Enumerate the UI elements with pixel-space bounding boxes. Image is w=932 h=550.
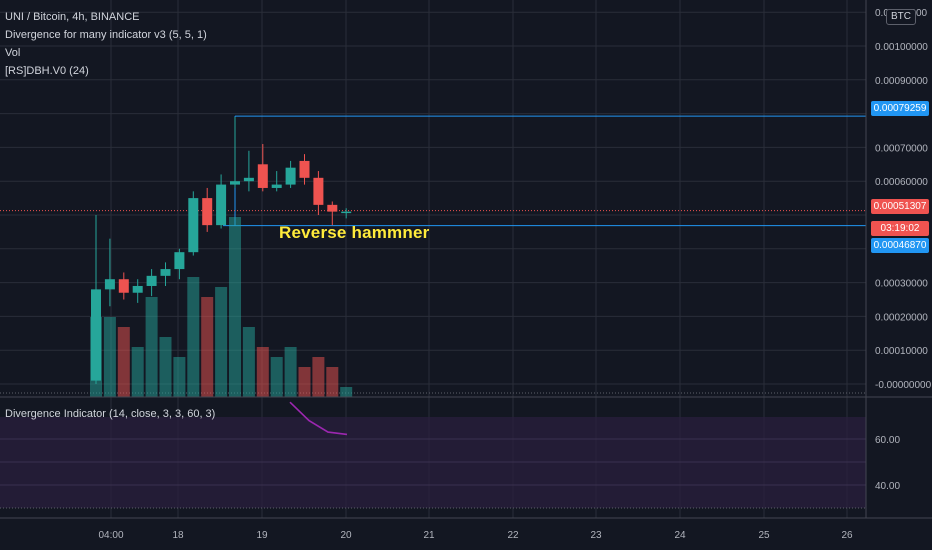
candle-body: [202, 198, 213, 226]
time-axis-tick: 25: [758, 530, 770, 541]
volume-bar: [117, 327, 130, 397]
currency-button[interactable]: BTC: [886, 9, 916, 25]
indicator-label-vol[interactable]: Vol: [5, 47, 21, 59]
volume-bar: [340, 387, 353, 397]
time-axis-tick: 19: [256, 530, 268, 541]
volume-bar: [103, 317, 116, 397]
candlesticks: [91, 116, 352, 384]
indicator-panel-label[interactable]: Divergence Indicator (14, close, 3, 3, 6…: [5, 408, 216, 420]
level-lines: [0, 115, 866, 227]
candle-body: [216, 184, 227, 226]
candle-body: [243, 177, 254, 182]
countdown-tag: 03:19:02: [871, 221, 929, 236]
last-price-tag: 0.00051307: [871, 199, 929, 214]
time-axis-tick: 26: [841, 530, 853, 541]
time-axis-tick: 22: [507, 530, 519, 541]
indicator-axis-tick: 40.00: [875, 481, 900, 492]
symbol-label[interactable]: UNI / Bitcoin, 4h, BINANCE: [5, 11, 140, 23]
reverse-hammer-annotation[interactable]: Reverse hammner: [279, 223, 430, 242]
indicator-axis-tick: 60.00: [875, 435, 900, 446]
candle-body: [118, 279, 129, 293]
candle-body: [132, 285, 143, 293]
candle-body: [174, 252, 185, 270]
indicator-label-dbh[interactable]: [RS]DBH.V0 (24): [5, 65, 89, 77]
time-axis-tick: 18: [172, 530, 184, 541]
indicator-series-line: [289, 401, 348, 436]
time-axis-tick: 21: [423, 530, 435, 541]
candle-body: [299, 160, 310, 178]
price-axis-tick: 0.00020000: [875, 312, 928, 323]
candle-body: [104, 279, 115, 290]
candle-body: [230, 181, 240, 185]
volume-bar: [187, 277, 200, 397]
volume-bar: [159, 337, 172, 397]
price-axis-tick: 0.00060000: [875, 177, 928, 188]
indicator-label-divergence[interactable]: Divergence for many indicator v3 (5, 5, …: [5, 29, 207, 41]
price-axis-tick: 0.00070000: [875, 143, 928, 154]
time-axis-tick: 04:00: [98, 530, 123, 541]
volume-bar: [326, 367, 339, 397]
volume-bar: [312, 357, 325, 397]
candle-body: [91, 289, 101, 381]
upper-level-price-tag: 0.00079259: [871, 101, 929, 116]
volume-bar: [229, 217, 241, 397]
time-axis-tick: 24: [674, 530, 686, 541]
price-axis-tick: 0.00090000: [875, 76, 928, 87]
volume-bar: [215, 287, 228, 397]
volume-bar: [270, 357, 283, 397]
candle-body: [341, 211, 352, 214]
price-axis-tick: -0.00000000: [875, 380, 932, 391]
volume-bar: [201, 297, 214, 397]
volume-bar: [145, 297, 158, 397]
time-axis-tick: 20: [340, 530, 352, 541]
candle-body: [285, 167, 296, 185]
volume-bar: [284, 347, 297, 397]
price-axis-tick: 0.00030000: [875, 279, 928, 290]
candle-body: [327, 204, 338, 212]
candle-body: [188, 198, 199, 253]
price-axis-tick: 0.00010000: [875, 346, 928, 357]
candle-body: [257, 164, 268, 188]
candle-body: [146, 275, 157, 286]
candle-body: [271, 184, 282, 188]
candle-body: [160, 269, 171, 276]
price-axis-tick: 0.00100000: [875, 42, 928, 53]
candle-body: [313, 177, 324, 205]
lower-level-price-tag: 0.00046870: [871, 238, 929, 253]
volume-bars: [90, 217, 353, 397]
volume-bar: [173, 357, 186, 397]
volume-bar: [242, 327, 255, 397]
indicator-panel: [0, 392, 866, 509]
time-axis-tick: 23: [590, 530, 602, 541]
volume-bar: [298, 367, 311, 397]
volume-bar: [131, 347, 144, 397]
volume-bar: [256, 347, 269, 397]
